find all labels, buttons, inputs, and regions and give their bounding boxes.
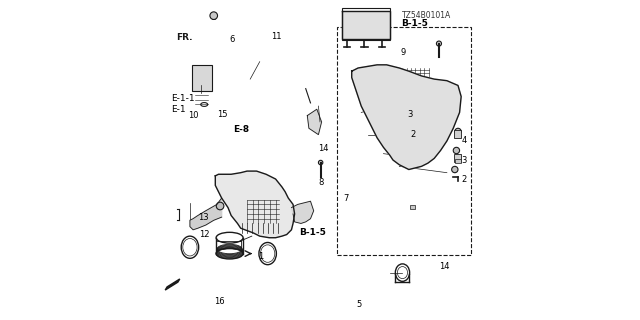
Polygon shape: [190, 198, 221, 230]
Circle shape: [319, 160, 323, 165]
Text: 9: 9: [401, 48, 406, 57]
Text: FR.: FR.: [175, 33, 192, 42]
Polygon shape: [215, 171, 294, 238]
Text: 11: 11: [271, 32, 282, 41]
FancyBboxPatch shape: [192, 66, 211, 91]
Text: 8: 8: [319, 178, 324, 187]
Polygon shape: [352, 65, 461, 170]
FancyBboxPatch shape: [454, 154, 461, 162]
FancyBboxPatch shape: [456, 159, 461, 164]
Text: E-1-1: E-1-1: [171, 94, 195, 103]
Text: B-1-5: B-1-5: [300, 228, 326, 237]
Text: E-1: E-1: [171, 105, 186, 114]
Text: 14: 14: [439, 262, 449, 271]
Text: 3: 3: [407, 109, 413, 118]
FancyBboxPatch shape: [454, 130, 461, 139]
Polygon shape: [291, 201, 314, 223]
Text: E-8: E-8: [233, 125, 249, 134]
Polygon shape: [165, 279, 180, 290]
Text: 10: 10: [188, 111, 199, 120]
Text: B-1-5: B-1-5: [401, 19, 428, 28]
FancyBboxPatch shape: [410, 205, 415, 210]
Text: 12: 12: [200, 230, 210, 239]
Text: 2: 2: [461, 174, 467, 184]
Text: 15: 15: [217, 109, 227, 118]
Text: 13: 13: [198, 212, 209, 222]
Circle shape: [216, 202, 224, 210]
Circle shape: [210, 12, 218, 20]
Text: 2: 2: [410, 130, 415, 139]
Circle shape: [436, 41, 442, 46]
Polygon shape: [307, 109, 321, 135]
Circle shape: [455, 128, 461, 135]
Text: 3: 3: [461, 156, 467, 164]
Polygon shape: [342, 11, 390, 39]
Circle shape: [453, 147, 460, 154]
Text: 6: 6: [230, 35, 235, 44]
Text: 7: 7: [344, 194, 349, 203]
Text: 1: 1: [258, 252, 264, 261]
Text: 5: 5: [356, 300, 362, 309]
Text: 14: 14: [319, 144, 329, 153]
Text: 16: 16: [214, 297, 225, 306]
Text: TZ54B0101A: TZ54B0101A: [403, 11, 452, 20]
Text: 4: 4: [461, 136, 467, 146]
Circle shape: [452, 166, 458, 173]
